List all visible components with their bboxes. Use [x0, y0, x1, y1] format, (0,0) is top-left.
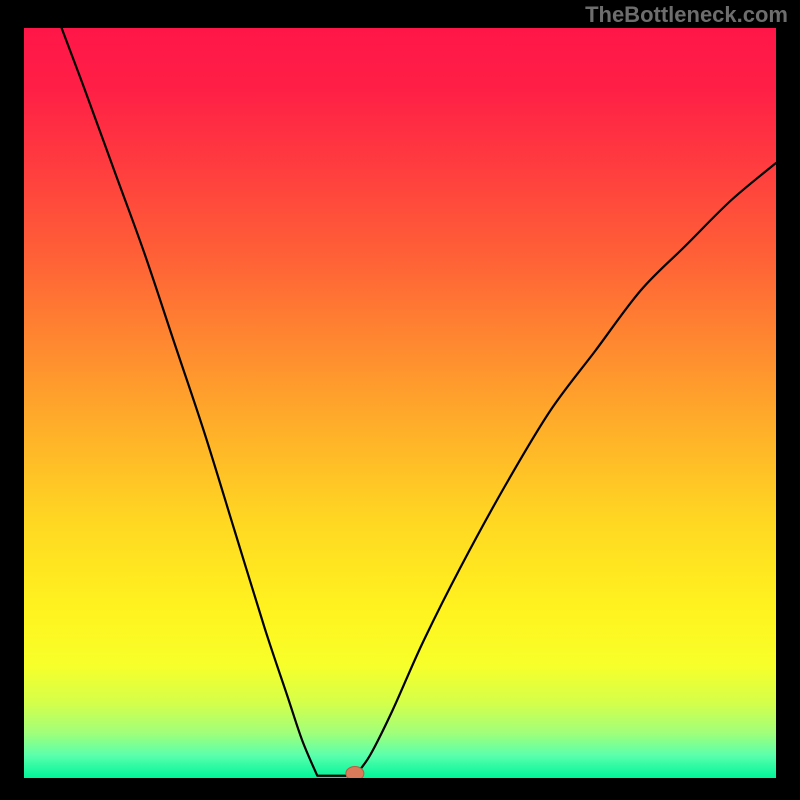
- optimal-point-marker: [346, 767, 364, 781]
- plot-background: [24, 28, 776, 778]
- bottleneck-chart: [0, 0, 800, 800]
- chart-container: TheBottleneck.com: [0, 0, 800, 800]
- watermark-text: TheBottleneck.com: [585, 2, 788, 28]
